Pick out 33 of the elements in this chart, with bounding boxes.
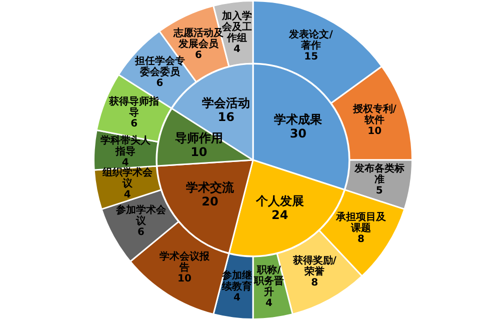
slice-label: 个人发展 bbox=[254, 194, 304, 208]
slice-label: 组织学术会议 bbox=[101, 166, 154, 190]
data-label: 6 bbox=[137, 227, 144, 238]
data-label: 4 bbox=[124, 190, 131, 201]
slice-label: 参加学术会议 bbox=[114, 204, 167, 228]
data-label: 16 bbox=[218, 110, 234, 124]
data-label: 24 bbox=[272, 208, 288, 222]
data-label: 5 bbox=[376, 186, 383, 197]
slice-label: 发布各类标准 bbox=[353, 162, 404, 186]
slice-label: 学术交流 bbox=[186, 180, 235, 195]
data-label: 4 bbox=[266, 298, 273, 309]
data-label: 4 bbox=[233, 292, 240, 304]
data-label: 30 bbox=[290, 126, 307, 140]
slice-label: 职称/职务晋升 bbox=[253, 264, 284, 298]
slice-label: 学术成果 bbox=[274, 112, 324, 126]
slice-label: 授权专利/软件 bbox=[352, 103, 397, 126]
slice-label: 获得奖励/荣誉 bbox=[292, 254, 337, 278]
data-label: 10 bbox=[368, 126, 382, 138]
data-label: 6 bbox=[156, 78, 164, 90]
data-label: 6 bbox=[130, 118, 138, 130]
data-label: 20 bbox=[202, 194, 218, 209]
data-label: 6 bbox=[195, 50, 202, 61]
data-label: 15 bbox=[304, 52, 318, 63]
slice-label: 发表论文/著作 bbox=[288, 28, 334, 52]
slice-label: 承担项目及课题 bbox=[334, 211, 387, 234]
data-label: 8 bbox=[358, 234, 365, 246]
data-label: 4 bbox=[233, 44, 240, 56]
slice-label: 学术会议报告 bbox=[159, 250, 210, 274]
slice-label: 获得导师指导 bbox=[108, 96, 160, 119]
slice-label: 学会活动 bbox=[202, 96, 250, 110]
data-label: 8 bbox=[311, 278, 318, 289]
data-label: 10 bbox=[190, 145, 208, 160]
data-label: 10 bbox=[178, 274, 192, 285]
